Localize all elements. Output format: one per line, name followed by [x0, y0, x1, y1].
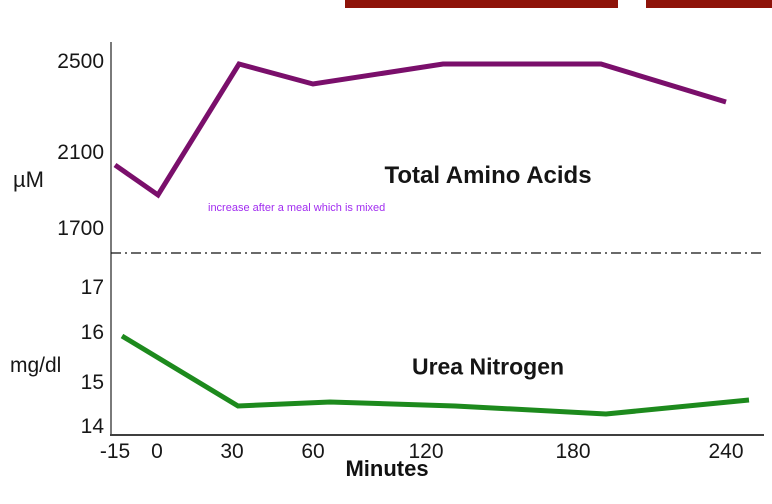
y-tick-label-1700: 1700: [57, 217, 104, 240]
x-tick-label--15: -15: [99, 440, 131, 463]
top-red-bar-right-segment: [646, 0, 772, 8]
y-tick-label-17: 17: [80, 276, 104, 299]
x-tick-label-120: 120: [408, 440, 444, 463]
y-axis-unit-mgdl: mg/dl: [10, 354, 62, 377]
urea-nitrogen-title: Urea Nitrogen: [411, 353, 565, 380]
x-tick-label-30: 30: [220, 440, 244, 463]
y-tick-label-2500: 2500: [57, 50, 104, 73]
y-tick-label-16: 16: [80, 321, 104, 344]
y-tick-label-15: 15: [80, 371, 104, 394]
x-tick-label-60: 60: [301, 440, 325, 463]
urea-nitrogen-line: [120, 333, 750, 417]
x-tick-label-0: 0: [151, 440, 163, 463]
meal-increase-annotation: increase after a meal which is mixed: [208, 202, 386, 214]
top-red-bar-left-segment: [345, 0, 618, 8]
x-tick-label-180: 180: [555, 440, 591, 463]
y-axis-unit-um: µM: [13, 167, 45, 192]
total-amino-acids-line: [113, 61, 727, 199]
x-axis-title-minutes: Minutes: [345, 456, 429, 481]
total-amino-acids-title: Total Amino Acids: [384, 162, 592, 189]
x-tick-label-240: 240: [708, 440, 744, 463]
y-tick-label-14: 14: [80, 415, 104, 438]
y-tick-label-2100: 2100: [57, 141, 104, 164]
